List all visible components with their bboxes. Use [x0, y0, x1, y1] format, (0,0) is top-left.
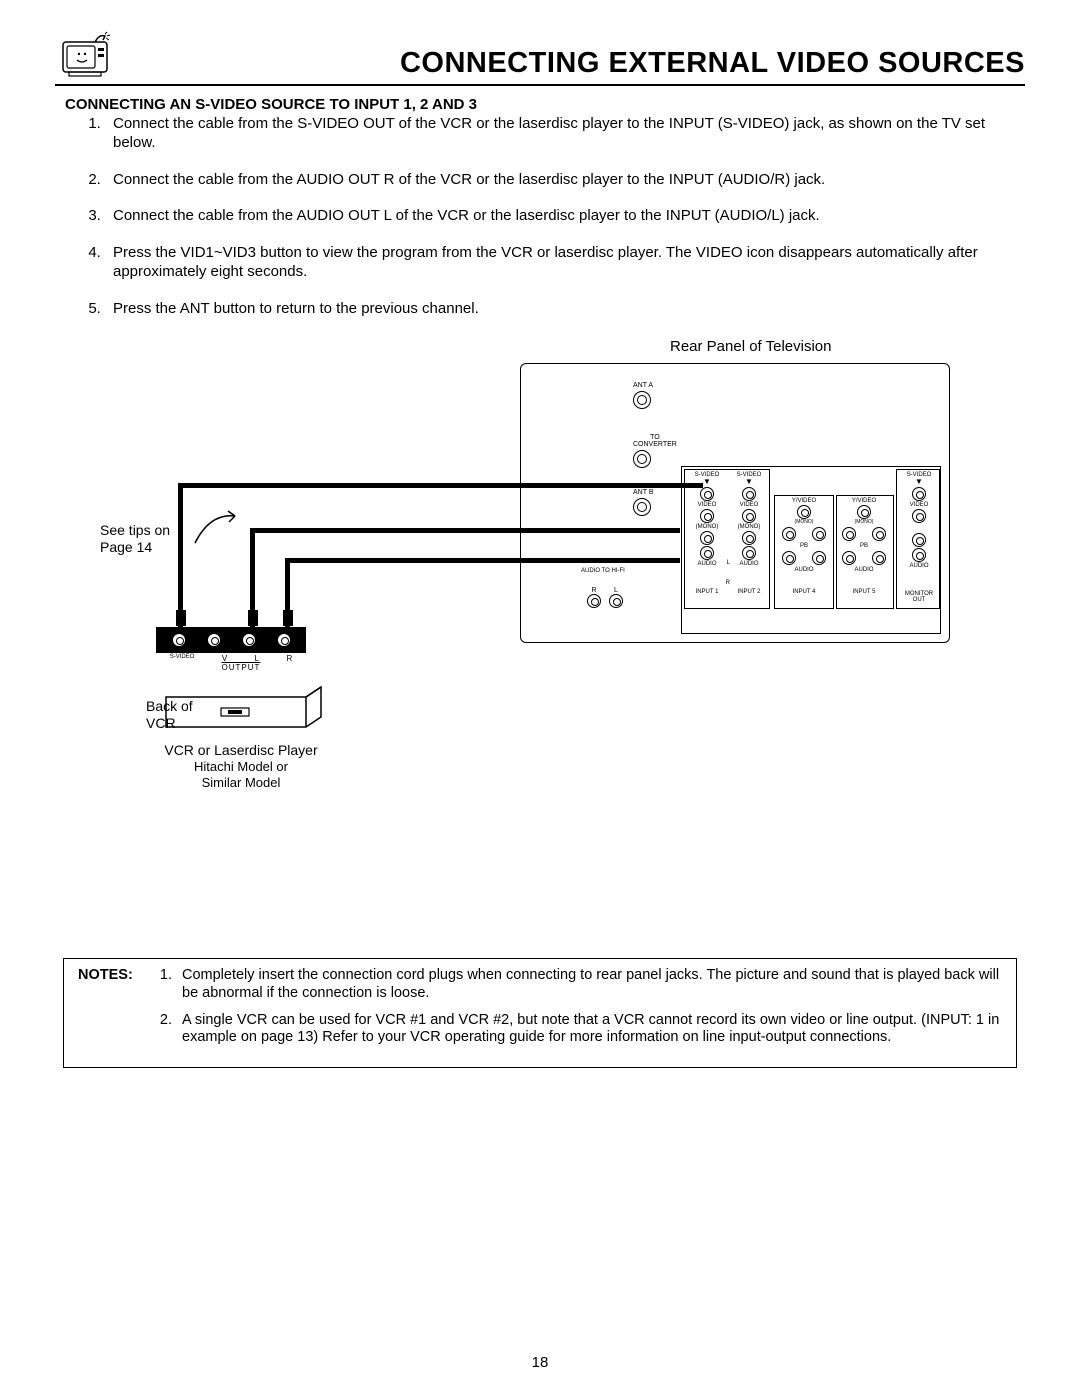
vcr-output-label: OUTPUT [156, 663, 326, 672]
inputs-panel: S-VIDEO ▼ VIDEO (MONO) L R AUDIO INPUT 1… [681, 466, 941, 634]
step-1: Connect the cable from the S-VIDEO OUT o… [105, 115, 1025, 153]
audio-hifi-label: AUDIO TO HI-FI [581, 568, 625, 574]
vcr-output-bar [156, 627, 306, 653]
page-title: CONNECTING EXTERNAL VIDEO SOURCES [135, 47, 1025, 80]
vcr-l-jack [242, 633, 256, 647]
cable-r-h [285, 558, 680, 563]
ant-a-label: ANT A [633, 382, 653, 389]
tip-label-line2: Page 14 [100, 539, 152, 555]
ant-a-group: ANT A [633, 382, 653, 409]
vcr-v-jack [207, 633, 221, 647]
hifi-jacks: R L [587, 587, 623, 613]
to-converter-group: TO CONVERTER [633, 434, 677, 468]
notes-list: Completely insert the connection cord pl… [176, 967, 1002, 1057]
page-number: 18 [0, 1354, 1080, 1371]
header: CONNECTING EXTERNAL VIDEO SOURCES [55, 30, 1025, 80]
title-rule [55, 84, 1025, 86]
vcr-caption2: Hitachi Model or Similar Model [156, 759, 326, 790]
vcr-out-labels: S-VIDEO V L R [156, 654, 306, 663]
hifi-l-jack [609, 594, 623, 608]
rear-panel-label: Rear Panel of Television [670, 338, 831, 355]
notes-box: NOTES: Completely insert the connection … [63, 958, 1017, 1068]
vcr-caption: VCR or Laserdisc Player [156, 742, 326, 759]
tv-mascot-icon [55, 30, 115, 80]
plug-l [248, 610, 258, 626]
instruction-list: Connect the cable from the S-VIDEO OUT o… [105, 115, 1025, 318]
to-converter-label: TO CONVERTER [633, 434, 677, 448]
hifi-r-label: R [587, 587, 601, 594]
tip-arrow-icon [190, 508, 250, 548]
step-3: Connect the cable from the AUDIO OUT L o… [105, 207, 1025, 226]
ant-b-jack [633, 498, 651, 516]
vcr-r-jack [277, 633, 291, 647]
hifi-l-label: L [609, 587, 623, 594]
section-subtitle: CONNECTING AN S-VIDEO SOURCE TO INPUT 1,… [65, 96, 1025, 113]
connection-diagram: Rear Panel of Television See tips on Pag… [100, 338, 980, 838]
step-4: Press the VID1~VID3 button to view the p… [105, 244, 1025, 282]
note-1: Completely insert the connection cord pl… [176, 967, 1002, 1002]
step-2: Connect the cable from the AUDIO OUT R o… [105, 171, 1025, 190]
to-converter-jack [633, 450, 651, 468]
back-of-vcr-label: Back of VCR [146, 698, 193, 732]
rear-panel: ANT A TO CONVERTER ANT B AUDIO TO HI-FI … [520, 363, 950, 643]
hifi-r-jack [587, 594, 601, 608]
plug-svideo [176, 610, 186, 626]
ant-a-jack [633, 391, 651, 409]
cable-svideo-h [178, 483, 703, 488]
ant-b-group: ANT B [633, 489, 654, 516]
note-2: A single VCR can be used for VCR #1 and … [176, 1012, 1002, 1047]
step-5: Press the ANT button to return to the pr… [105, 300, 1025, 319]
plug-r [283, 610, 293, 626]
tip-label: See tips on Page 14 [100, 522, 170, 556]
cable-l-h [250, 528, 680, 533]
tip-label-line1: See tips on [100, 522, 170, 538]
ant-b-label: ANT B [633, 489, 654, 496]
vcr-svideo-jack [172, 633, 186, 647]
notes-label: NOTES: [78, 967, 156, 1057]
